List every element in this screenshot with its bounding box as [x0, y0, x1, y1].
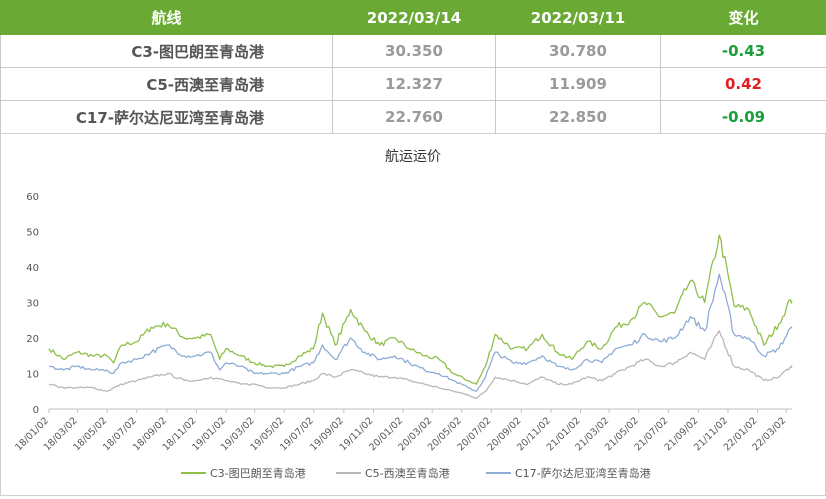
legend: C3-图巴朗至青岛港 C5-西澳至青岛港 C17-萨尔达尼亚湾至青岛港: [181, 466, 651, 480]
y-tick-label: 0: [33, 405, 39, 416]
header-current-date: 2022/03/14: [333, 1, 496, 35]
current-value-cell: 30.350: [333, 35, 496, 68]
y-tick-label: 10: [26, 370, 39, 381]
x-axis: 18/01/0218/03/0218/05/0218/07/0218/09/02…: [13, 409, 792, 453]
y-tick-label: 20: [26, 334, 39, 345]
series-line-0: [49, 235, 792, 384]
legend-label: C3-图巴朗至青岛港: [210, 466, 306, 480]
freight-chart-svg: 航运运价 0 10 20 30 40 50 60 18/01/0218/03/0218/05…: [1, 134, 825, 495]
freight-rate-table: 航线 2022/03/14 2022/03/11 变化 C3-图巴朗至青岛港 3…: [0, 0, 826, 134]
table-row: C5-西澳至青岛港 12.327 11.909 0.42: [1, 68, 826, 101]
current-value-cell: 12.327: [333, 68, 496, 101]
header-previous-date: 2022/03/11: [496, 1, 661, 35]
current-value-cell: 22.760: [333, 101, 496, 134]
y-tick-label: 50: [26, 228, 39, 239]
y-tick-label: 30: [26, 299, 39, 310]
previous-value-cell: 11.909: [496, 68, 661, 101]
change-value-cell: -0.09: [661, 101, 826, 134]
table-header-row: 航线 2022/03/14 2022/03/11 变化: [1, 1, 826, 35]
previous-value-cell: 22.850: [496, 101, 661, 134]
header-change: 变化: [661, 1, 826, 35]
legend-label: C17-萨尔达尼亚湾至青岛港: [515, 466, 651, 480]
y-tick-label: 40: [26, 263, 39, 274]
series-line-1: [49, 331, 792, 399]
table-row: C17-萨尔达尼亚湾至青岛港 22.760 22.850 -0.09: [1, 101, 826, 134]
route-cell: C17-萨尔达尼亚湾至青岛港: [1, 101, 333, 134]
y-tick-label: 60: [26, 192, 39, 203]
series-lines: [49, 235, 792, 398]
change-value-cell: -0.43: [661, 35, 826, 68]
header-route: 航线: [1, 1, 333, 35]
legend-label: C5-西澳至青岛港: [365, 466, 450, 480]
series-line-2: [49, 274, 792, 391]
change-value-cell: 0.42: [661, 68, 826, 101]
table-row: C3-图巴朗至青岛港 30.350 30.780 -0.43: [1, 35, 826, 68]
chart-title: 航运运价: [385, 149, 441, 165]
y-axis: 0 10 20 30 40 50 60: [26, 192, 39, 416]
route-cell: C5-西澳至青岛港: [1, 68, 333, 101]
previous-value-cell: 30.780: [496, 35, 661, 68]
route-cell: C3-图巴朗至青岛港: [1, 35, 333, 68]
